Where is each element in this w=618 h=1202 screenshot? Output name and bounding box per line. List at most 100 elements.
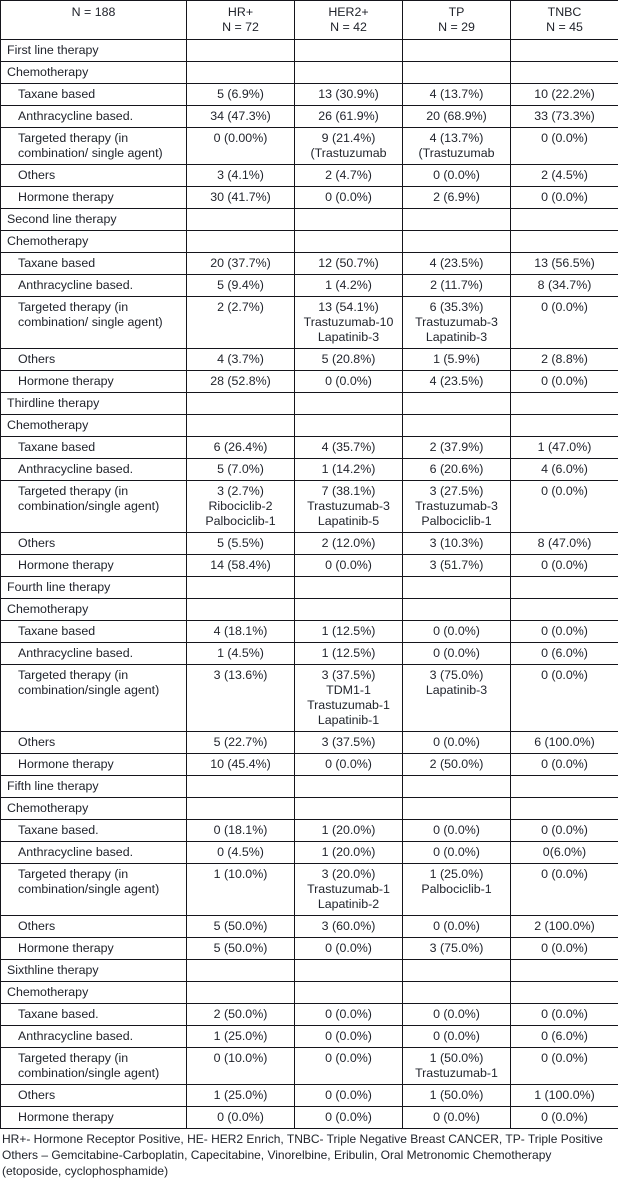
cell-value <box>510 392 618 415</box>
cell-value: 12 (50.7%) <box>294 252 403 275</box>
section-row: Chemotherapy <box>0 230 618 253</box>
cell-value: 3 (60.0%) <box>294 915 403 938</box>
cell-value: 1 (4.5%) <box>186 642 295 665</box>
cell-value: 3 (10.3%) <box>402 532 511 555</box>
table-row: Hormone therapy 28 (52.8%) 0 (0.0%) 4 (23.5… <box>0 370 618 393</box>
cell-value: 0 (0.0%) <box>402 1025 511 1048</box>
cell-value: 0 (0.0%) <box>294 1047 403 1085</box>
row-label: Targeted therapy (in combination/ single… <box>0 127 187 165</box>
cell-value: 0 (0.0%) <box>294 186 403 209</box>
row-label: Taxane based. <box>0 1003 187 1026</box>
cell-value <box>186 208 295 231</box>
row-label: Fifth line therapy <box>0 775 187 798</box>
cell-value: 0 (0.0%) <box>510 554 618 577</box>
cell-value: 0 (0.0%) <box>402 915 511 938</box>
table-row: Anthracycline based. 5 (9.4%) 1 (4.2%) 2 (1… <box>0 274 618 297</box>
cell-value: 3 (37.5%) TDM1-1 Trastuzumab-1 Lapatinib… <box>294 664 403 732</box>
cell-value: 0 (0.0%) <box>402 1106 511 1129</box>
cell-value: 0 (0.0%) <box>402 819 511 842</box>
cell-value: 6 (26.4%) <box>186 436 295 459</box>
table-row: Anthracycline based. 34 (47.3%) 26 (61.9%)… <box>0 105 618 128</box>
cell-value <box>294 208 403 231</box>
cell-value: 1 (25.0%) <box>186 1084 295 1107</box>
cell-value: 5 (7.0%) <box>186 458 295 481</box>
cell-value: 8 (47.0%) <box>510 532 618 555</box>
section-row: Chemotherapy <box>0 598 618 621</box>
cell-value: 1 (10.0%) <box>186 863 295 916</box>
cell-value: 0 (4.5%) <box>186 841 295 864</box>
row-label: Chemotherapy <box>0 981 187 1004</box>
cell-value <box>402 208 511 231</box>
cell-value: 0 (0.0%) <box>510 480 618 533</box>
cell-value: 0 (0.0%) <box>510 863 618 916</box>
row-label: Chemotherapy <box>0 598 187 621</box>
cell-value <box>294 230 403 253</box>
cell-value: 0 (0.0%) <box>510 1003 618 1026</box>
cell-value: 20 (37.7%) <box>186 252 295 275</box>
cell-value: 0 (0.0%) <box>510 296 618 349</box>
cell-value: 2 (11.7%) <box>402 274 511 297</box>
cell-value <box>186 392 295 415</box>
cell-value: 0 (0.0%) <box>294 1106 403 1129</box>
cell-value: 5 (22.7%) <box>186 731 295 754</box>
cell-value: 2 (12.0%) <box>294 532 403 555</box>
cell-value <box>510 775 618 798</box>
table-row: Hormone therapy 0 (0.0%) 0 (0.0%) 0 (0.0%) 0… <box>0 1106 618 1129</box>
cell-value: 0 (0.0%) <box>510 819 618 842</box>
cell-value: 2 (50.0%) <box>186 1003 295 1026</box>
cell-value: 4 (6.0%) <box>510 458 618 481</box>
cell-value <box>294 39 403 62</box>
cell-value: 0 (0.0%) <box>510 753 618 776</box>
cell-value <box>402 392 511 415</box>
table-row: Hormone therapy 10 (45.4%) 0 (0.0%) 2 (50.0… <box>0 753 618 776</box>
cell-value: 20 (68.9%) <box>402 105 511 128</box>
cell-value: 2 (4.7%) <box>294 164 403 187</box>
cell-value <box>294 959 403 982</box>
row-label: Targeted therapy (in combination/ single… <box>0 296 187 349</box>
cell-value <box>294 576 403 599</box>
table-row: Others 5 (5.5%) 2 (12.0%) 3 (10.3%) 8 (47.0%… <box>0 532 618 555</box>
cell-value: 7 (38.1%) Trastuzumab-3 Lapatinib-5 <box>294 480 403 533</box>
cell-value: 2 (8.8%) <box>510 348 618 371</box>
table-row: Targeted therapy (in combination/single … <box>0 480 618 533</box>
row-label: Taxane based <box>0 252 187 275</box>
cell-value: 0 (0.0%) <box>510 186 618 209</box>
table-row: Targeted therapy (in combination/single … <box>0 1047 618 1085</box>
table-row: Anthracycline based. 1 (25.0%) 0 (0.0%) 0 (… <box>0 1025 618 1048</box>
table-row: Targeted therapy (in combination/single … <box>0 863 618 916</box>
table-row: Taxane based 5 (6.9%) 13 (30.9%) 4 (13.7%) 1… <box>0 83 618 106</box>
row-label: Others <box>0 1084 187 1107</box>
cell-value: 1 (4.2%) <box>294 274 403 297</box>
cell-value <box>402 598 511 621</box>
row-label: Anthracycline based. <box>0 458 187 481</box>
cell-value: 1 (20.0%) <box>294 819 403 842</box>
cell-value: 0 (0.0%) <box>294 1003 403 1026</box>
table-row: Anthracycline based. 1 (4.5%) 1 (12.5%) 0 (… <box>0 642 618 665</box>
cell-value: 0 (0.00%) <box>186 127 295 165</box>
cell-value <box>510 39 618 62</box>
cell-value: 8 (34.7%) <box>510 274 618 297</box>
cell-value: 10 (45.4%) <box>186 753 295 776</box>
row-label: Chemotherapy <box>0 797 187 820</box>
cell-value: 3 (2.7%) Ribociclib-2 Palbociclib-1 <box>186 480 295 533</box>
col-name: TNBC <box>547 5 582 19</box>
cell-value: 0 (0.0%) <box>510 937 618 960</box>
row-label: Hormone therapy <box>0 1106 187 1129</box>
cell-value <box>186 598 295 621</box>
cell-value: 28 (52.8%) <box>186 370 295 393</box>
cell-value: 4 (13.7%) (Trastuzumab <box>402 127 511 165</box>
row-label: Targeted therapy (in combination/single … <box>0 664 187 732</box>
cell-value <box>402 576 511 599</box>
row-label: Others <box>0 915 187 938</box>
row-label: Others <box>0 532 187 555</box>
row-label: Others <box>0 164 187 187</box>
header-col-tnbc: TNBC N = 45 <box>510 0 618 40</box>
table-header: N = 188 HR+ N = 72 HER2+ N = 42 TP N = 2… <box>0 0 618 40</box>
cell-value <box>510 208 618 231</box>
table-row: Taxane based 4 (18.1%) 1 (12.5%) 0 (0.0%) 0 … <box>0 620 618 643</box>
cell-value: 5 (5.5%) <box>186 532 295 555</box>
cell-value: 0 (0.0%) <box>402 164 511 187</box>
section-row: Thirdline therapy <box>0 392 618 415</box>
cell-value <box>402 39 511 62</box>
cell-value <box>510 230 618 253</box>
